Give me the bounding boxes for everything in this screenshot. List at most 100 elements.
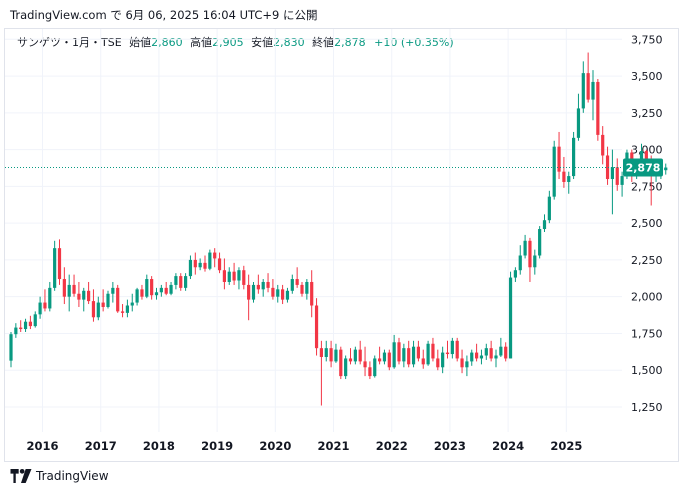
candle-body [101,302,105,307]
candle-body [28,321,32,327]
candle-body [387,352,391,368]
candle-body [53,248,57,288]
candle-body [96,302,100,318]
y-tick-label: 3,250 [631,107,663,120]
candle-body [552,146,556,197]
candle-body [38,302,42,315]
candle-body [450,340,454,355]
candle-body [237,270,241,281]
candle-body [470,352,474,362]
candle-body [188,259,193,277]
candle-body [130,302,134,306]
candle-body [19,327,23,330]
candle-body [441,352,445,368]
candle-body [402,348,406,362]
candle-body [436,358,440,368]
candle-body [407,348,411,365]
x-tick-label: 2018 [143,439,175,453]
y-tick-label: 1,250 [631,401,663,414]
candle-body [159,287,163,293]
candle-body [154,292,159,296]
candle-body [295,279,299,285]
candle-body [576,108,581,138]
candle-body [217,258,222,271]
candle-body [557,146,561,172]
published-info: TradingView.com で 6月 06, 2025 16:04 UTC+… [10,8,318,22]
x-tick-label: 2025 [550,439,582,453]
last-price-label: 2,878 [626,162,661,175]
candle-body [392,342,396,368]
candle-body [256,284,260,290]
candle-body [513,270,517,278]
x-tick-label: 2021 [318,439,350,453]
y-tick-label: 2,250 [631,254,663,267]
candle-body [523,240,527,256]
y-tick-label: 1,500 [631,364,663,377]
candle-body [232,271,236,281]
candle-body [290,279,294,291]
candle-body [411,346,416,365]
candle-body [581,73,585,109]
candle-body [344,358,348,377]
candle-body [33,314,37,327]
candle-body [314,305,319,349]
candle-body [266,281,270,288]
candle-body [43,302,47,309]
candle-body [120,311,125,313]
candle-body [72,284,76,294]
candle-body [484,348,488,356]
candle-body [445,352,450,355]
candle-body [111,287,115,294]
candle-body [135,289,139,303]
candle-body [125,305,129,313]
y-tick-label: 2,500 [631,217,663,230]
candle-body [285,290,290,300]
candle-body [193,259,197,268]
candle-body [140,289,144,297]
x-tick-label: 2020 [259,439,291,453]
y-tick-label: 1,750 [631,327,663,340]
candle-body [203,262,207,269]
candle-body [562,171,566,182]
candle-body [174,276,178,285]
candle-body [601,134,605,156]
candle-body [310,281,314,306]
candle-body [547,196,551,221]
candle-body [77,293,81,300]
candle-body [528,240,532,268]
candle-body [324,348,328,357]
candle-body [499,346,503,356]
candle-body [213,252,217,259]
candle-body [348,358,353,362]
candle-body [87,290,91,302]
candle-body [271,287,275,297]
candle-body [319,348,323,357]
candle-body [475,352,479,359]
candle-body [397,342,401,362]
y-tick-label: 3,750 [631,33,663,46]
candle-body [198,262,202,268]
candle-body [242,270,246,285]
candle-body [426,343,430,365]
footer-brand[interactable]: TradingView [10,469,109,483]
candle-body [664,167,668,171]
candle-body [542,220,547,230]
candle-body [572,137,576,177]
candle-body [368,367,372,377]
candle-body [596,81,600,135]
candle-body [504,346,508,359]
y-tick-label: 3,500 [631,70,663,83]
candle-body [489,348,493,359]
candle-body [610,167,614,180]
candle-body [363,361,367,368]
last-price-badge [623,158,663,177]
candle-body [276,289,280,297]
candle-body [586,73,590,100]
candle-body [421,358,425,365]
candle-body [169,284,173,294]
x-tick-label: 2023 [434,439,466,453]
candle-body [620,176,624,185]
candle-body [329,348,333,362]
y-tick-label: 2,750 [631,180,663,193]
